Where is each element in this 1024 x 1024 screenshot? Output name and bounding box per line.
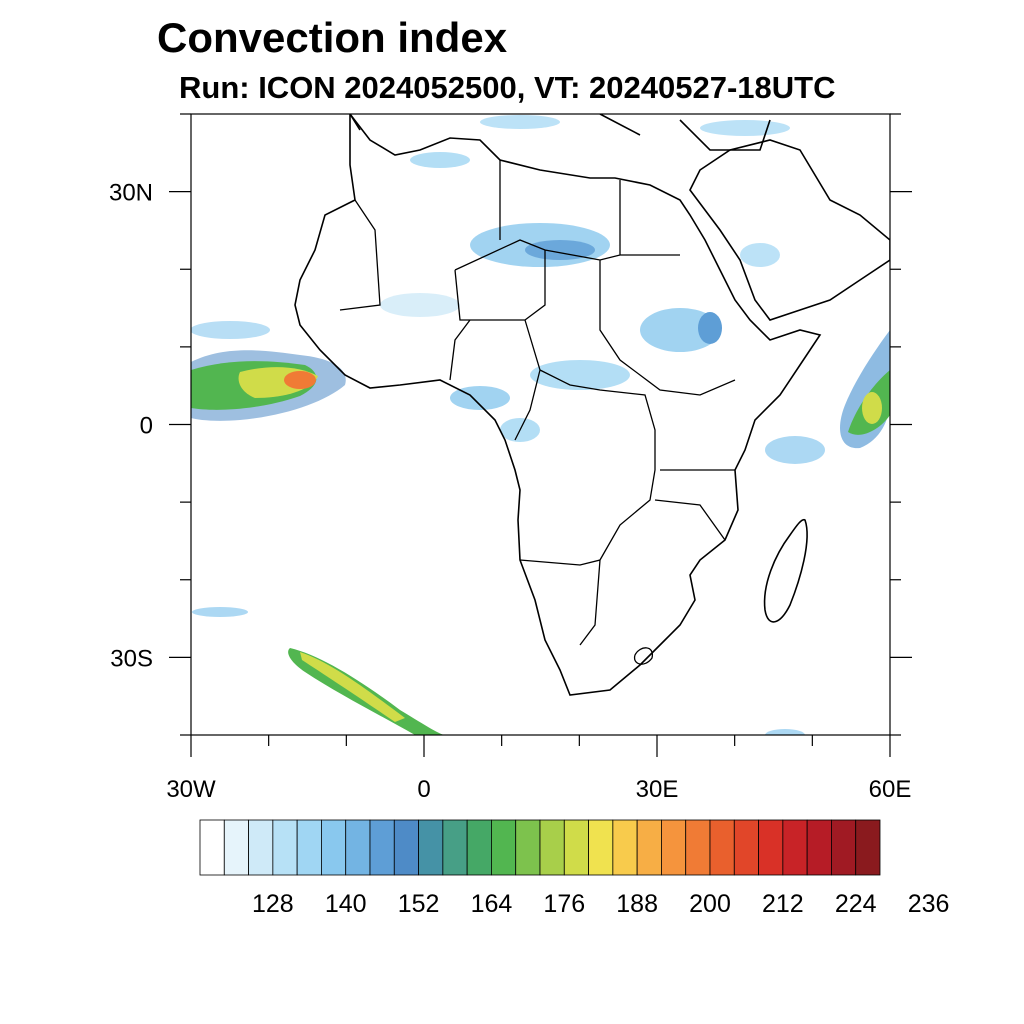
- colorbar-swatch: [418, 819, 444, 876]
- colorbar-swatch: [393, 819, 419, 876]
- colorbar-swatch: [831, 819, 857, 876]
- arabia-coastline: [689, 139, 890, 321]
- convection-patch-north-algeria: [410, 152, 470, 168]
- madagascar-coastline: [763, 518, 808, 623]
- colorbar-swatch: [588, 819, 614, 876]
- map-frame: [190, 113, 891, 736]
- colorbar-swatch: [515, 819, 541, 876]
- colorbar-label: 128: [252, 890, 294, 918]
- lat-tick-label: 30N: [109, 180, 153, 207]
- convection-patch-senegal: [380, 293, 460, 317]
- convection-patch-sudan: [640, 308, 720, 352]
- african-borders: [339, 160, 736, 646]
- convection-patch-north-africa-east: [700, 120, 790, 136]
- convection-max-atlantic: [284, 371, 316, 389]
- map-subtitle: Run: ICON 2024052500, VT: 20240527-18UTC: [179, 70, 836, 105]
- colorbar-swatch: [661, 819, 687, 876]
- convection-patch-sahara-core: [525, 240, 595, 260]
- convection-field: [191, 115, 890, 735]
- convection-patch-mediterranean: [480, 115, 560, 129]
- colorbar-swatch: [758, 819, 784, 876]
- colorbar-swatch: [563, 819, 589, 876]
- colorbar-swatch: [806, 819, 832, 876]
- africa-coastline: [294, 114, 822, 696]
- colorbar-swatch: [466, 819, 492, 876]
- convection-patch-south-atlantic-west: [192, 607, 248, 617]
- colorbar-swatch: [248, 819, 274, 876]
- colorbar-swatch: [612, 819, 638, 876]
- colorbar-label: 236: [908, 890, 950, 918]
- convection-patch-central-africa: [530, 360, 630, 390]
- colorbar-swatch: [733, 819, 759, 876]
- colorbar: [199, 819, 881, 876]
- coastlines: [294, 114, 890, 696]
- colorbar-swatch: [855, 819, 881, 876]
- colorbar-swatch: [223, 819, 249, 876]
- lon-tick-label: 30W: [166, 776, 216, 803]
- convection-peak-indian-ocean: [862, 392, 882, 424]
- convection-patch-madagascar-north: [765, 436, 825, 464]
- colorbar-swatch: [491, 819, 517, 876]
- convection-patch-south-indian: [765, 729, 805, 735]
- colorbar-swatch: [369, 819, 395, 876]
- lat-tick-label: 30S: [110, 645, 153, 672]
- colorbar-label: 188: [616, 890, 658, 918]
- colorbar-label: 224: [835, 890, 877, 918]
- colorbar-label: 164: [471, 890, 513, 918]
- axis-ticks: [169, 113, 912, 757]
- axis-labels: 30W 0 30E 60E 30N 0 30S: [109, 180, 911, 803]
- colorbar-swatch: [539, 819, 565, 876]
- colorbar-label: 152: [398, 890, 440, 918]
- colorbar-swatch: [442, 819, 468, 876]
- colorbar-swatch: [345, 819, 371, 876]
- lat-tick-label: 0: [140, 413, 153, 440]
- convection-patch-arabia: [740, 243, 780, 267]
- convection-patch-ethiopia: [698, 312, 722, 344]
- convection-core-south-atlantic: [300, 652, 405, 722]
- lesotho-border: [633, 647, 653, 665]
- colorbar-swatch: [636, 819, 662, 876]
- lon-tick-label: 0: [417, 776, 430, 803]
- lon-tick-label: 30E: [636, 776, 679, 803]
- europe-coastline: [349, 114, 771, 151]
- lon-tick-label: 60E: [869, 776, 912, 803]
- colorbar-label: 212: [762, 890, 804, 918]
- colorbar-labels: 128 140 152 164 176 188 200 212 224 236: [252, 890, 949, 918]
- colorbar-label: 176: [543, 890, 585, 918]
- colorbar-swatch: [782, 819, 808, 876]
- colorbar-swatch: [685, 819, 711, 876]
- colorbar-swatch: [709, 819, 735, 876]
- colorbar-swatch: [272, 819, 298, 876]
- colorbar-swatch: [296, 819, 322, 876]
- colorbar-swatch: [321, 819, 347, 876]
- convection-band-west-edge: [191, 321, 270, 339]
- map-title: Convection index: [157, 14, 508, 61]
- colorbar-swatch: [199, 819, 225, 876]
- colorbar-label: 140: [325, 890, 367, 918]
- colorbar-label: 200: [689, 890, 731, 918]
